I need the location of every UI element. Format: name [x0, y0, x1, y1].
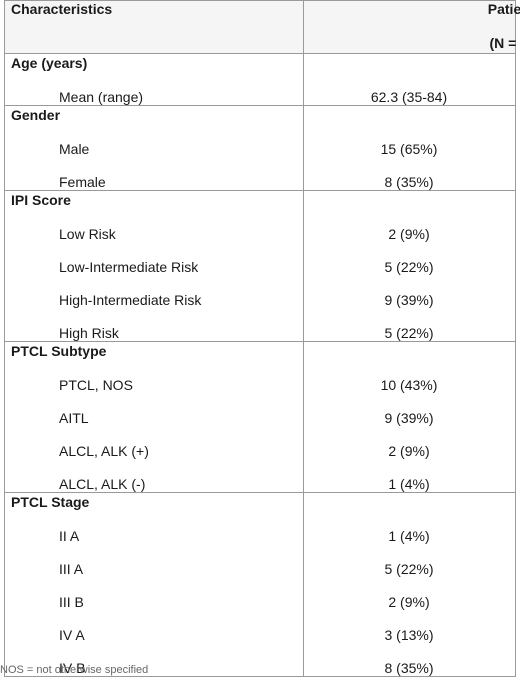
table-row: III B 2 (9%): [5, 577, 515, 610]
row-label: PTCL, NOS: [59, 377, 133, 393]
table-section: PTCL Stage II A 1 (4%) III A 5 (22%) III B 2 (…: [5, 493, 515, 677]
table-body: Age (years) Mean (range) 62.3 (35-84) Gende…: [5, 54, 515, 677]
row-value: 1 (4%): [388, 476, 430, 492]
patients-header-line1: Patients: [487, 1, 520, 17]
table-section: PTCL Subtype PTCL, NOS 10 (43%) AITL 9 (39%)…: [5, 342, 515, 493]
row-value: 2 (9%): [388, 443, 430, 459]
row-label: ALCL, ALK (+): [59, 443, 149, 459]
row-label: III B: [59, 594, 84, 610]
table-row: IV A 3 (13%): [5, 610, 515, 643]
row-value: 1 (4%): [388, 528, 430, 544]
row-value: 8 (35%): [384, 174, 434, 190]
table-row: High-Intermediate Risk 9 (39%): [5, 275, 515, 308]
row-value: 2 (9%): [388, 594, 430, 610]
table-row: ALCL, ALK (+) 2 (9%): [5, 426, 515, 459]
row-label: Low-Intermediate Risk: [59, 259, 199, 275]
table-row: II A 1 (4%): [5, 511, 515, 544]
row-value: 15 (65%): [380, 141, 438, 157]
table-header: Characteristics Patients (N = 23): [5, 0, 520, 54]
table-row: Low Risk 2 (9%): [5, 209, 515, 242]
row-value: 62.3 (35-84): [370, 89, 448, 105]
table-row: III A 5 (22%): [5, 544, 515, 577]
row-value: 5 (22%): [384, 325, 434, 341]
row-label: High-Intermediate Risk: [59, 292, 202, 308]
row-label: ALCL, ALK (-): [59, 476, 146, 492]
characteristics-header: Characteristics: [11, 1, 113, 17]
section-title: Gender: [11, 107, 61, 123]
row-label: Low Risk: [59, 226, 116, 242]
section-title: PTCL Stage: [11, 494, 90, 510]
row-value: 10 (43%): [380, 377, 438, 393]
section-title: IPI Score: [11, 192, 71, 208]
column-divider: [303, 0, 304, 677]
table-row: Male 15 (65%): [5, 124, 515, 157]
row-value: 5 (22%): [384, 259, 434, 275]
row-label: IV A: [59, 627, 85, 643]
section-title: PTCL Subtype: [11, 343, 107, 359]
table-row: AITL 9 (39%): [5, 393, 515, 426]
table-row: High Risk 5 (22%): [5, 308, 515, 341]
table-section: Age (years) Mean (range) 62.3 (35-84): [5, 54, 515, 106]
table-row: PTCL, NOS 10 (43%): [5, 360, 515, 393]
row-label: AITL: [59, 410, 89, 426]
characteristics-table: Characteristics Patients (N = 23) Age (y…: [4, 0, 520, 677]
table-row: Low-Intermediate Risk 5 (22%): [5, 242, 515, 275]
row-value: 9 (39%): [384, 292, 434, 308]
row-label: High Risk: [59, 325, 119, 341]
row-label: Male: [59, 141, 90, 157]
row-label: Female: [59, 174, 106, 190]
footnote: NOS = not otherwise specified: [0, 664, 149, 676]
row-value: 9 (39%): [384, 410, 434, 426]
section-title: Age (years): [11, 55, 88, 71]
table-row: Mean (range) 62.3 (35-84): [5, 72, 515, 105]
table-row: Female 8 (35%): [5, 157, 515, 190]
row-label: Mean (range): [59, 89, 144, 105]
row-value: 8 (35%): [384, 660, 434, 676]
table-section: Gender Male 15 (65%) Female 8 (35%): [5, 106, 515, 191]
table-section: IPI Score Low Risk 2 (9%) Low-Intermediate …: [5, 191, 515, 342]
row-value: 2 (9%): [388, 226, 430, 242]
row-label: II A: [59, 528, 80, 544]
row-value: 3 (13%): [384, 627, 434, 643]
patients-header-line2: (N = 23): [489, 35, 520, 51]
row-value: 5 (22%): [384, 561, 434, 577]
row-label: III A: [59, 561, 84, 577]
table-row: ALCL, ALK (-) 1 (4%): [5, 459, 515, 492]
